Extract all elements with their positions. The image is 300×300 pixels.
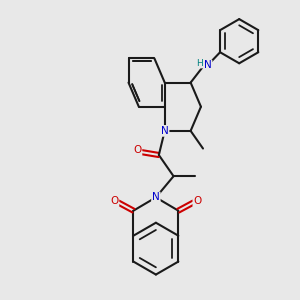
Text: H: H [196, 58, 203, 68]
Text: N: N [152, 192, 160, 203]
Text: O: O [193, 196, 202, 206]
Text: O: O [110, 196, 118, 206]
Text: N: N [161, 126, 169, 136]
Text: N: N [204, 61, 212, 70]
Text: O: O [133, 145, 142, 155]
